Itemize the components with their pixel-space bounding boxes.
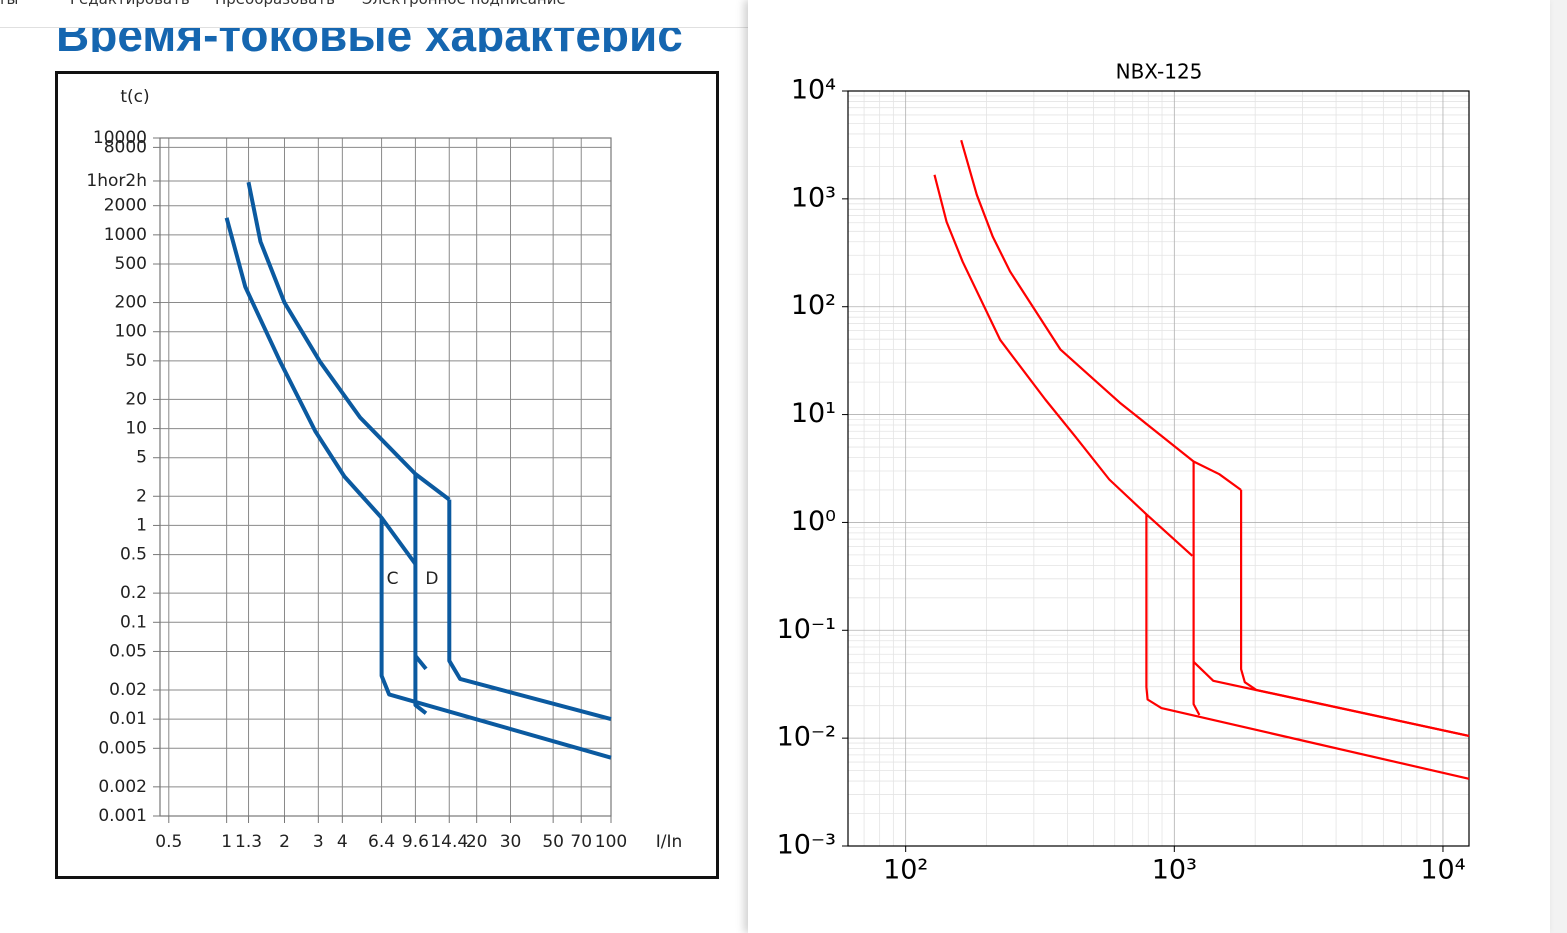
y-tick-label: 0.05 <box>109 641 147 661</box>
curve <box>413 474 428 715</box>
y-tick-label: 10³ <box>791 182 836 213</box>
x-tick-label: 0.5 <box>155 832 182 852</box>
plot-window: NBX-125 10² 10³ 10⁴ 10⁻³ 10⁻² 10⁻¹ 10⁰ 10¹ 10² 10… <box>748 0 1550 933</box>
curve <box>447 499 612 722</box>
y-tick-label: 100 <box>115 322 147 342</box>
x-tick-label: 10³ <box>1152 855 1197 886</box>
y-tick-label: 0.001 <box>98 806 147 826</box>
x-tick-label: 4 <box>337 832 348 852</box>
background-strip <box>1550 0 1567 933</box>
y-tick-label: 10⁰ <box>791 506 836 537</box>
annotation: D <box>425 569 438 589</box>
menu-item[interactable]: Электронное подписание <box>362 0 566 8</box>
y-axis-label: t(c) <box>120 87 149 107</box>
menu-bar: нты Редактировать Преобразовать Электрон… <box>0 0 748 28</box>
y-tick-label: 200 <box>115 293 147 313</box>
curve <box>379 517 612 760</box>
x-tick-label: 30 <box>500 832 522 852</box>
y-tick-label: 50 <box>125 351 147 371</box>
y-tick-label: 0.1 <box>120 612 147 632</box>
y-tick-label: 5 <box>136 448 147 468</box>
curve <box>1145 514 1470 780</box>
curve <box>1240 490 1470 737</box>
chart: NBX-125 10² 10³ 10⁴ 10⁻³ 10⁻² 10⁻¹ 10⁰ 10¹ 10² 10… <box>777 60 1470 886</box>
y-tick-label: 20 <box>125 389 147 409</box>
heading-text: Время-токовые характерис <box>56 28 683 52</box>
y-tick-label: 10² <box>791 290 836 321</box>
y-tick-label: 0.005 <box>98 738 147 758</box>
x-tick-label: 1.3 <box>235 832 262 852</box>
plot-frame <box>159 137 612 817</box>
x-tick-label: 1 <box>221 832 232 852</box>
y-tick-label: 2000 <box>104 196 147 216</box>
x-tick-label: 9.6 <box>402 832 429 852</box>
curve <box>413 654 428 671</box>
curve <box>933 174 1194 557</box>
y-tick-label: 0.5 <box>120 545 147 565</box>
x-tick-label: 6.4 <box>368 832 395 852</box>
y-tick-label: 10⁴ <box>791 75 836 106</box>
x-tick-label: 20 <box>466 832 488 852</box>
y-tick-label: 1000 <box>104 225 147 245</box>
menu-item[interactable]: Преобразовать <box>215 0 335 8</box>
heading: Время-токовые характерис <box>0 28 748 52</box>
y-tick-label: 500 <box>115 254 147 274</box>
chart-frame <box>55 71 719 879</box>
y-tick-label: 1hor2h <box>86 171 147 191</box>
y-tick-label: 10⁻¹ <box>777 614 836 645</box>
x-axis-label: I/In <box>656 832 683 852</box>
x-tick-label: 3 <box>313 832 324 852</box>
y-tick-label: 10⁻² <box>777 722 836 753</box>
curve <box>960 139 1242 491</box>
x-tick-label: 10² <box>883 855 928 886</box>
y-tick-label: 1 <box>136 515 147 535</box>
y-tick-label: 0.002 <box>98 777 147 797</box>
chart-title: NBX-125 <box>1116 60 1203 84</box>
y-tick-label: 2 <box>136 486 147 506</box>
x-tick-label: 100 <box>595 832 627 852</box>
menu-item[interactable]: Редактировать <box>70 0 190 8</box>
y-tick-label: 0.2 <box>120 583 147 603</box>
x-tick-label: 70 <box>570 832 592 852</box>
annotation: C <box>387 569 399 589</box>
curve <box>1192 461 1201 716</box>
plot-frame <box>847 90 1470 847</box>
x-tick-label: 50 <box>542 832 564 852</box>
y-tick-label: 10 <box>125 419 147 439</box>
chart-image: t(c) I/In 0.5 1 1.3 2 3 4 6.4 9.6 14.420 30 50 70 10… <box>55 71 719 879</box>
y-tick-label: 8000 <box>104 137 147 157</box>
y-tick-label: 10000 <box>93 128 147 148</box>
y-tick-label: 0.01 <box>109 709 147 729</box>
x-tick-label: 10⁴ <box>1420 855 1465 886</box>
y-tick-label: 10⁻³ <box>777 830 836 861</box>
x-tick-label: 2 <box>279 832 290 852</box>
menu-item[interactable]: нты <box>0 0 18 8</box>
y-tick-label: 0.02 <box>109 680 147 700</box>
x-tick-label: 14.4 <box>430 832 468 852</box>
y-tick-label: 10¹ <box>791 398 836 429</box>
